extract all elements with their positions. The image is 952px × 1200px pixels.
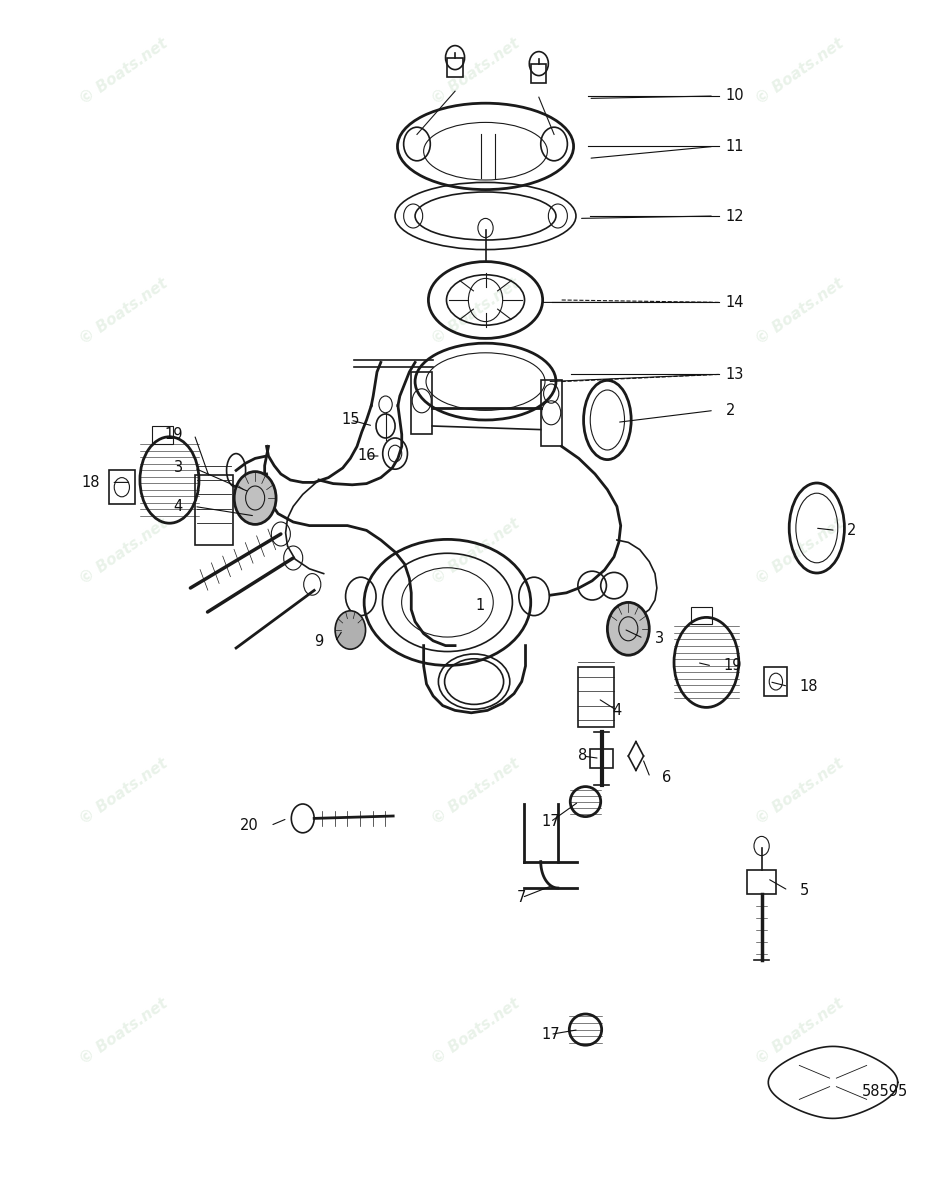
Text: © Boats.net: © Boats.net	[77, 276, 170, 348]
Text: 18: 18	[800, 679, 818, 694]
Text: © Boats.net: © Boats.net	[753, 276, 846, 348]
Text: © Boats.net: © Boats.net	[77, 516, 170, 588]
Text: © Boats.net: © Boats.net	[429, 756, 523, 828]
Text: 13: 13	[725, 367, 744, 382]
Text: 14: 14	[725, 295, 744, 310]
Text: © Boats.net: © Boats.net	[429, 36, 523, 108]
Text: 19: 19	[165, 427, 183, 442]
Text: © Boats.net: © Boats.net	[753, 756, 846, 828]
Text: 3: 3	[655, 631, 664, 646]
Text: 6: 6	[662, 770, 671, 785]
Text: 2: 2	[725, 403, 735, 418]
Text: © Boats.net: © Boats.net	[429, 276, 523, 348]
Text: 2: 2	[847, 523, 857, 538]
Text: © Boats.net: © Boats.net	[753, 996, 846, 1068]
Text: 17: 17	[541, 1027, 560, 1042]
Text: 19: 19	[724, 659, 742, 673]
Text: © Boats.net: © Boats.net	[77, 756, 170, 828]
Circle shape	[607, 602, 649, 655]
Text: 12: 12	[725, 209, 744, 223]
Text: © Boats.net: © Boats.net	[753, 516, 846, 588]
Text: 4: 4	[173, 499, 183, 514]
Circle shape	[234, 472, 276, 524]
Text: 15: 15	[341, 413, 360, 427]
Text: © Boats.net: © Boats.net	[429, 996, 523, 1068]
Text: 18: 18	[82, 475, 100, 490]
Text: 5: 5	[800, 883, 809, 898]
Text: 7: 7	[517, 890, 526, 905]
Text: 10: 10	[725, 89, 744, 103]
Text: 17: 17	[541, 815, 560, 829]
Text: 16: 16	[357, 449, 376, 463]
Circle shape	[335, 611, 366, 649]
Text: 9: 9	[314, 635, 324, 649]
Text: 1: 1	[475, 599, 485, 613]
Text: 20: 20	[240, 818, 259, 833]
Text: 3: 3	[173, 461, 183, 475]
Text: 58595: 58595	[862, 1085, 908, 1099]
Text: © Boats.net: © Boats.net	[77, 996, 170, 1068]
Text: © Boats.net: © Boats.net	[753, 36, 846, 108]
Text: © Boats.net: © Boats.net	[77, 36, 170, 108]
Text: 11: 11	[725, 139, 744, 154]
Text: 4: 4	[612, 703, 622, 718]
Text: © Boats.net: © Boats.net	[429, 516, 523, 588]
Text: 8: 8	[578, 749, 587, 763]
